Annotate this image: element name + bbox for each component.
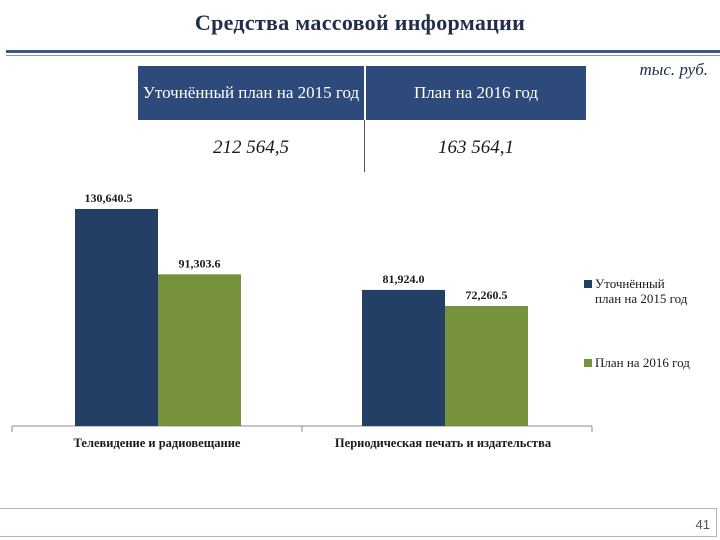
legend-swatch bbox=[584, 359, 592, 367]
summary-value-2015: 212 564,5 bbox=[213, 137, 289, 158]
data-label: 81,924.0 bbox=[383, 272, 425, 286]
bar bbox=[362, 289, 445, 426]
legend-swatch bbox=[584, 280, 592, 288]
bar bbox=[158, 274, 241, 426]
title-underline bbox=[6, 50, 720, 53]
unit-label: тыс. руб. bbox=[639, 60, 708, 79]
footer-frame bbox=[0, 508, 717, 537]
bar bbox=[445, 305, 528, 426]
category-label: Телевидение и радиовещание bbox=[74, 436, 241, 450]
category-label: Периодическая печать и издательства bbox=[335, 436, 552, 450]
title-underline-thin bbox=[6, 55, 720, 56]
summary-header-2015: Уточнённый план на 2015 год bbox=[138, 66, 364, 120]
data-label: 91,303.6 bbox=[179, 256, 221, 270]
legend-label: Уточнённый план на 2015 год bbox=[595, 276, 688, 306]
bar bbox=[75, 209, 158, 426]
summary-divider bbox=[364, 120, 365, 172]
page-number: 41 bbox=[695, 517, 710, 532]
data-label: 72,260.5 bbox=[466, 288, 508, 302]
legend-label: План на 2016 год bbox=[595, 355, 690, 370]
summary-table: Уточнённый план на 2015 год План на 2016… bbox=[138, 66, 586, 172]
summary-header-2016: План на 2016 год bbox=[366, 66, 586, 120]
summary-value-2016: 163 564,1 bbox=[438, 137, 514, 158]
data-label: 130,640.5 bbox=[85, 191, 133, 205]
page-title: Средства массовой информации bbox=[194, 10, 526, 35]
